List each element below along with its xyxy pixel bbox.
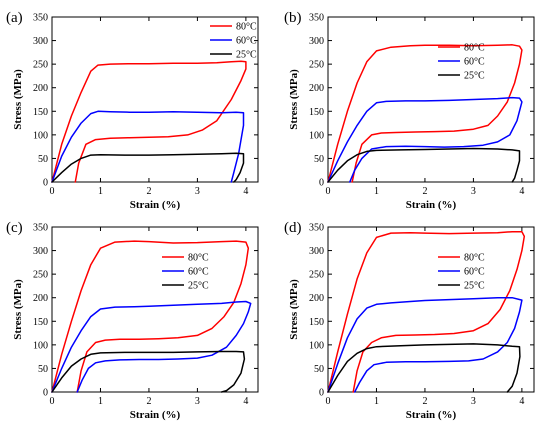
series-line-1 (327, 44, 523, 183)
x-tick-label: 4 (243, 186, 248, 197)
plot-frame (327, 16, 535, 183)
legend-label: 60°C (188, 267, 209, 278)
y-tick-label: 200 (309, 293, 324, 304)
x-tick-label: 2 (422, 186, 427, 197)
x-tick-label: 0 (326, 396, 331, 407)
y-tick-label: 0 (319, 388, 324, 399)
y-tick-label: 250 (33, 60, 48, 71)
series-line-3 (327, 147, 521, 183)
x-tick-label: 4 (243, 396, 248, 407)
y-tick-label: 50 (38, 364, 48, 375)
legend-label: 25°C (464, 71, 485, 82)
y-tick-label: 350 (33, 223, 48, 234)
y-tick-label: 150 (33, 317, 48, 328)
y-tick-label: 0 (319, 178, 324, 189)
x-tick-label: 0 (50, 396, 55, 407)
x-tick-label: 3 (195, 396, 200, 407)
y-tick-label: 250 (309, 60, 324, 71)
series-line-2 (327, 296, 523, 393)
series-line-3 (51, 350, 246, 393)
legend-label: 80°C (236, 22, 257, 33)
series-line-2 (51, 110, 245, 183)
x-tick-label: 0 (326, 186, 331, 197)
chart-panel-2: 0 50 100 150 200 250 300 350 0 1 2 3 4 Strain (%) Stre… (284, 10, 535, 211)
legend-label: 25°C (188, 281, 209, 292)
y-tick-label: 0 (43, 178, 48, 189)
y-tick-label: 300 (33, 36, 48, 47)
legend-label: 60°C (464, 57, 485, 68)
x-tick-label: 1 (98, 186, 103, 197)
y-tick-label: 50 (38, 154, 48, 165)
y-tick-label: 350 (33, 13, 48, 24)
x-tick-label: 3 (471, 396, 476, 407)
y-tick-label: 100 (33, 130, 48, 141)
chart-panel-4: 0 50 100 150 200 250 300 350 0 1 2 3 4 Strain (%) Stre… (284, 220, 535, 421)
x-axis-title: Strain (%) (406, 409, 457, 421)
y-axis-title: Stress (MPa) (12, 279, 24, 340)
y-tick-label: 200 (309, 83, 324, 94)
y-tick-label: 100 (33, 340, 48, 351)
y-axis-title: Stress (MPa) (288, 69, 300, 130)
series-line-2 (51, 300, 252, 393)
y-tick-label: 300 (309, 246, 324, 257)
y-axis-title: Stress (MPa) (12, 69, 24, 130)
y-tick-label: 200 (33, 293, 48, 304)
x-tick-label: 2 (146, 186, 151, 197)
chart-panel-1: 0 50 100 150 200 250 300 350 0 1 2 3 4 Strain (%) Stre… (6, 10, 259, 211)
legend-label: 80°C (464, 43, 485, 54)
plot-frame (51, 16, 259, 183)
panel-label: (b) (284, 10, 302, 26)
x-tick-label: 3 (471, 186, 476, 197)
panel-label: (a) (6, 10, 23, 26)
y-axis-title: Stress (MPa) (288, 279, 300, 340)
y-tick-label: 300 (33, 246, 48, 257)
series-line-1 (327, 230, 526, 393)
x-tick-label: 3 (195, 186, 200, 197)
series-line-1 (51, 60, 247, 183)
legend-label: 60°C (236, 36, 257, 47)
series-line-3 (51, 152, 245, 183)
series-line-2 (327, 96, 523, 183)
y-tick-label: 50 (314, 364, 324, 375)
x-tick-label: 1 (98, 396, 103, 407)
x-axis-title: Strain (%) (130, 199, 181, 211)
legend-label: 80°C (188, 253, 209, 264)
legend-label: 25°C (236, 50, 257, 61)
plot-frame (51, 226, 259, 393)
x-tick-label: 0 (50, 186, 55, 197)
legend-label: 25°C (464, 281, 485, 292)
y-tick-label: 100 (309, 340, 324, 351)
y-tick-label: 250 (33, 270, 48, 281)
y-tick-label: 300 (309, 36, 324, 47)
legend-label: 80°C (464, 253, 485, 264)
y-tick-label: 150 (309, 107, 324, 118)
y-tick-label: 350 (309, 13, 324, 24)
series-line-1 (51, 240, 250, 393)
y-tick-label: 0 (43, 388, 48, 399)
y-tick-label: 150 (309, 317, 324, 328)
chart-panel-3: 0 50 100 150 200 250 300 350 0 1 2 3 4 Strain (%) Stre… (6, 220, 259, 421)
panel-label: (c) (6, 220, 23, 236)
x-axis-title: Strain (%) (130, 409, 181, 421)
y-tick-label: 100 (309, 130, 324, 141)
series-line-3 (327, 343, 521, 393)
x-tick-label: 1 (374, 396, 379, 407)
x-tick-label: 1 (374, 186, 379, 197)
y-tick-label: 350 (309, 223, 324, 234)
y-tick-label: 50 (314, 154, 324, 165)
legend-label: 60°C (464, 267, 485, 278)
y-tick-label: 250 (309, 270, 324, 281)
x-tick-label: 4 (519, 186, 524, 197)
x-axis-title: Strain (%) (406, 199, 457, 211)
panel-label: (d) (284, 220, 302, 236)
x-tick-label: 2 (146, 396, 151, 407)
x-tick-label: 4 (519, 396, 524, 407)
x-tick-label: 2 (422, 396, 427, 407)
y-tick-label: 150 (33, 107, 48, 118)
y-tick-label: 200 (33, 83, 48, 94)
plot-frame (327, 226, 535, 393)
